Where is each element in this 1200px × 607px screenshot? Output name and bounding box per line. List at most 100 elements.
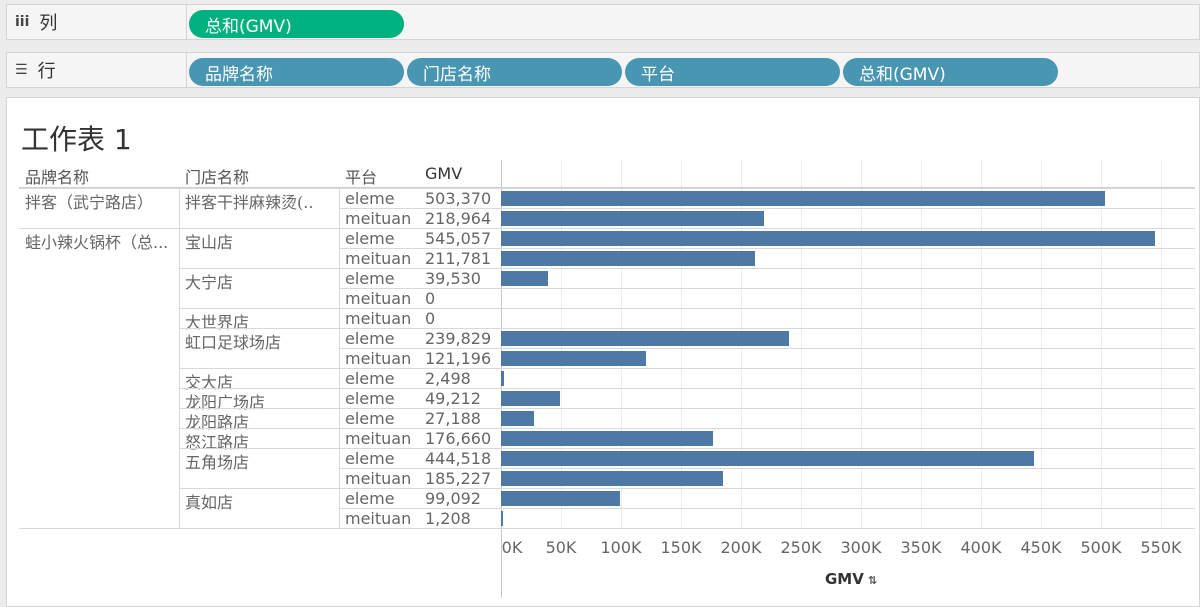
header-gmv[interactable]: GMV <box>425 164 463 183</box>
platform-cell[interactable]: meituan <box>345 469 412 488</box>
rows-icon: ☰ <box>15 62 28 78</box>
platform-cell[interactable]: eleme <box>345 369 395 388</box>
sheet-title: 工作表 1 <box>21 123 132 156</box>
sort-icon[interactable]: ⇅ <box>867 574 878 587</box>
store-cell[interactable]: 龙阳路店 <box>185 413 250 432</box>
gridline <box>1161 160 1162 528</box>
gmv-value-cell: 211,781 <box>425 249 492 268</box>
gmv-bar[interactable] <box>501 191 1106 206</box>
column-divider <box>179 188 180 528</box>
axis-tick-label: 550K <box>1140 538 1182 557</box>
platform-cell[interactable]: eleme <box>345 189 395 208</box>
gmv-bar[interactable] <box>501 431 713 446</box>
header-platform[interactable]: 平台 <box>345 168 378 187</box>
gmv-bar[interactable] <box>501 451 1035 466</box>
columns-shelf[interactable]: iii 列 总和(GMV) <box>6 4 1200 40</box>
axis-tick-label: 150K <box>660 538 702 557</box>
rows-shelf[interactable]: ☰ 行 品牌名称 门店名称 平台 总和(GMV) <box>6 52 1200 88</box>
pill-sum-gmv-rows[interactable]: 总和(GMV) <box>843 58 1058 86</box>
platform-cell[interactable]: eleme <box>345 229 395 248</box>
platform-cell[interactable]: meituan <box>345 349 412 368</box>
gmv-bar[interactable] <box>501 371 504 386</box>
platform-cell[interactable]: meituan <box>345 309 412 328</box>
store-cell[interactable]: 虹口足球场店 <box>185 333 282 352</box>
row-divider <box>339 288 1195 289</box>
header-store[interactable]: 门店名称 <box>185 168 250 187</box>
platform-cell[interactable]: eleme <box>345 489 395 508</box>
gmv-bar[interactable] <box>501 391 561 406</box>
pill-sum-gmv-columns[interactable]: 总和(GMV) <box>189 10 404 38</box>
row-divider <box>179 388 1195 389</box>
row-divider <box>339 208 1195 209</box>
gmv-bar[interactable] <box>501 351 647 366</box>
gmv-value-cell: 444,518 <box>425 449 492 468</box>
row-divider <box>179 428 1195 429</box>
rows-label-text: 行 <box>37 61 56 82</box>
worksheet: 工作表 1 品牌名称 门店名称 平台 GMV 0K 50K 100K 150K 200K… <box>6 97 1200 607</box>
store-cell[interactable]: 宝山店 <box>185 233 234 252</box>
platform-cell[interactable]: meituan <box>345 509 412 528</box>
gridline <box>801 160 802 528</box>
rows-shelf-label: ☰ 行 <box>7 53 187 87</box>
gmv-value-cell: 27,188 <box>425 409 481 428</box>
gmv-value-cell: 2,498 <box>425 369 471 388</box>
gmv-bar[interactable] <box>501 491 620 506</box>
row-divider <box>179 308 1195 309</box>
gridline <box>1041 160 1042 528</box>
columns-icon: iii <box>15 14 30 30</box>
platform-cell[interactable]: meituan <box>345 429 412 448</box>
column-divider <box>339 188 340 528</box>
gmv-bar[interactable] <box>501 331 789 346</box>
store-cell[interactable]: 大世界店 <box>185 313 250 332</box>
brand-cell[interactable]: 拌客（武宁路店） <box>25 193 154 212</box>
platform-cell[interactable]: eleme <box>345 409 395 428</box>
gmv-bar[interactable] <box>501 231 1156 246</box>
store-cell[interactable]: 大宁店 <box>185 273 234 292</box>
gmv-value-cell: 121,196 <box>425 349 492 368</box>
gmv-value-cell: 218,964 <box>425 209 492 228</box>
pill-brand-name[interactable]: 品牌名称 <box>189 58 404 86</box>
axis-tick-label: 0K <box>501 538 523 557</box>
store-cell[interactable]: 真如店 <box>185 493 234 512</box>
gmv-value-cell: 1,208 <box>425 509 471 528</box>
store-cell[interactable]: 五角场店 <box>185 453 250 472</box>
platform-cell[interactable]: meituan <box>345 289 412 308</box>
row-divider <box>179 268 1195 269</box>
platform-cell[interactable]: eleme <box>345 329 395 348</box>
axis-tick-label: 500K <box>1080 538 1122 557</box>
gmv-bar[interactable] <box>501 511 503 526</box>
axis-title[interactable]: GMV ⇅ <box>825 570 877 588</box>
header-brand[interactable]: 品牌名称 <box>25 168 90 187</box>
row-divider <box>179 408 1195 409</box>
row-divider <box>339 248 1195 249</box>
axis-tick-label: 100K <box>600 538 642 557</box>
store-cell[interactable]: 龙阳广场店 <box>185 393 266 412</box>
gmv-bar[interactable] <box>501 251 756 266</box>
gridline <box>981 160 982 528</box>
gmv-value-cell: 0 <box>425 289 436 308</box>
table-bottom-line <box>19 528 1195 529</box>
axis-tick-label: 50K <box>545 538 577 557</box>
platform-cell[interactable]: meituan <box>345 249 412 268</box>
header-line <box>19 187 1195 188</box>
platform-cell[interactable]: meituan <box>345 209 412 228</box>
store-cell[interactable]: 交大店 <box>185 373 234 392</box>
platform-cell[interactable]: eleme <box>345 269 395 288</box>
platform-cell[interactable]: eleme <box>345 389 395 408</box>
pill-store-name[interactable]: 门店名称 <box>407 58 622 86</box>
gmv-bar[interactable] <box>501 271 549 286</box>
gmv-bar[interactable] <box>501 211 764 226</box>
axis-tick-label: 350K <box>900 538 942 557</box>
store-cell[interactable]: 怒江路店 <box>185 433 250 452</box>
axis-line-bottom <box>501 528 502 598</box>
brand-cell[interactable]: 蛙小辣火锅杯（总... <box>25 233 169 252</box>
row-divider <box>339 468 1195 469</box>
gridline <box>1101 160 1102 528</box>
platform-cell[interactable]: eleme <box>345 449 395 468</box>
axis-title-text: GMV <box>825 570 864 588</box>
gmv-value-cell: 503,370 <box>425 189 492 208</box>
store-cell[interactable]: 拌客干拌麻辣烫(.. <box>185 193 314 212</box>
gmv-bar[interactable] <box>501 411 534 426</box>
gmv-bar[interactable] <box>501 471 724 486</box>
pill-platform[interactable]: 平台 <box>625 58 840 86</box>
